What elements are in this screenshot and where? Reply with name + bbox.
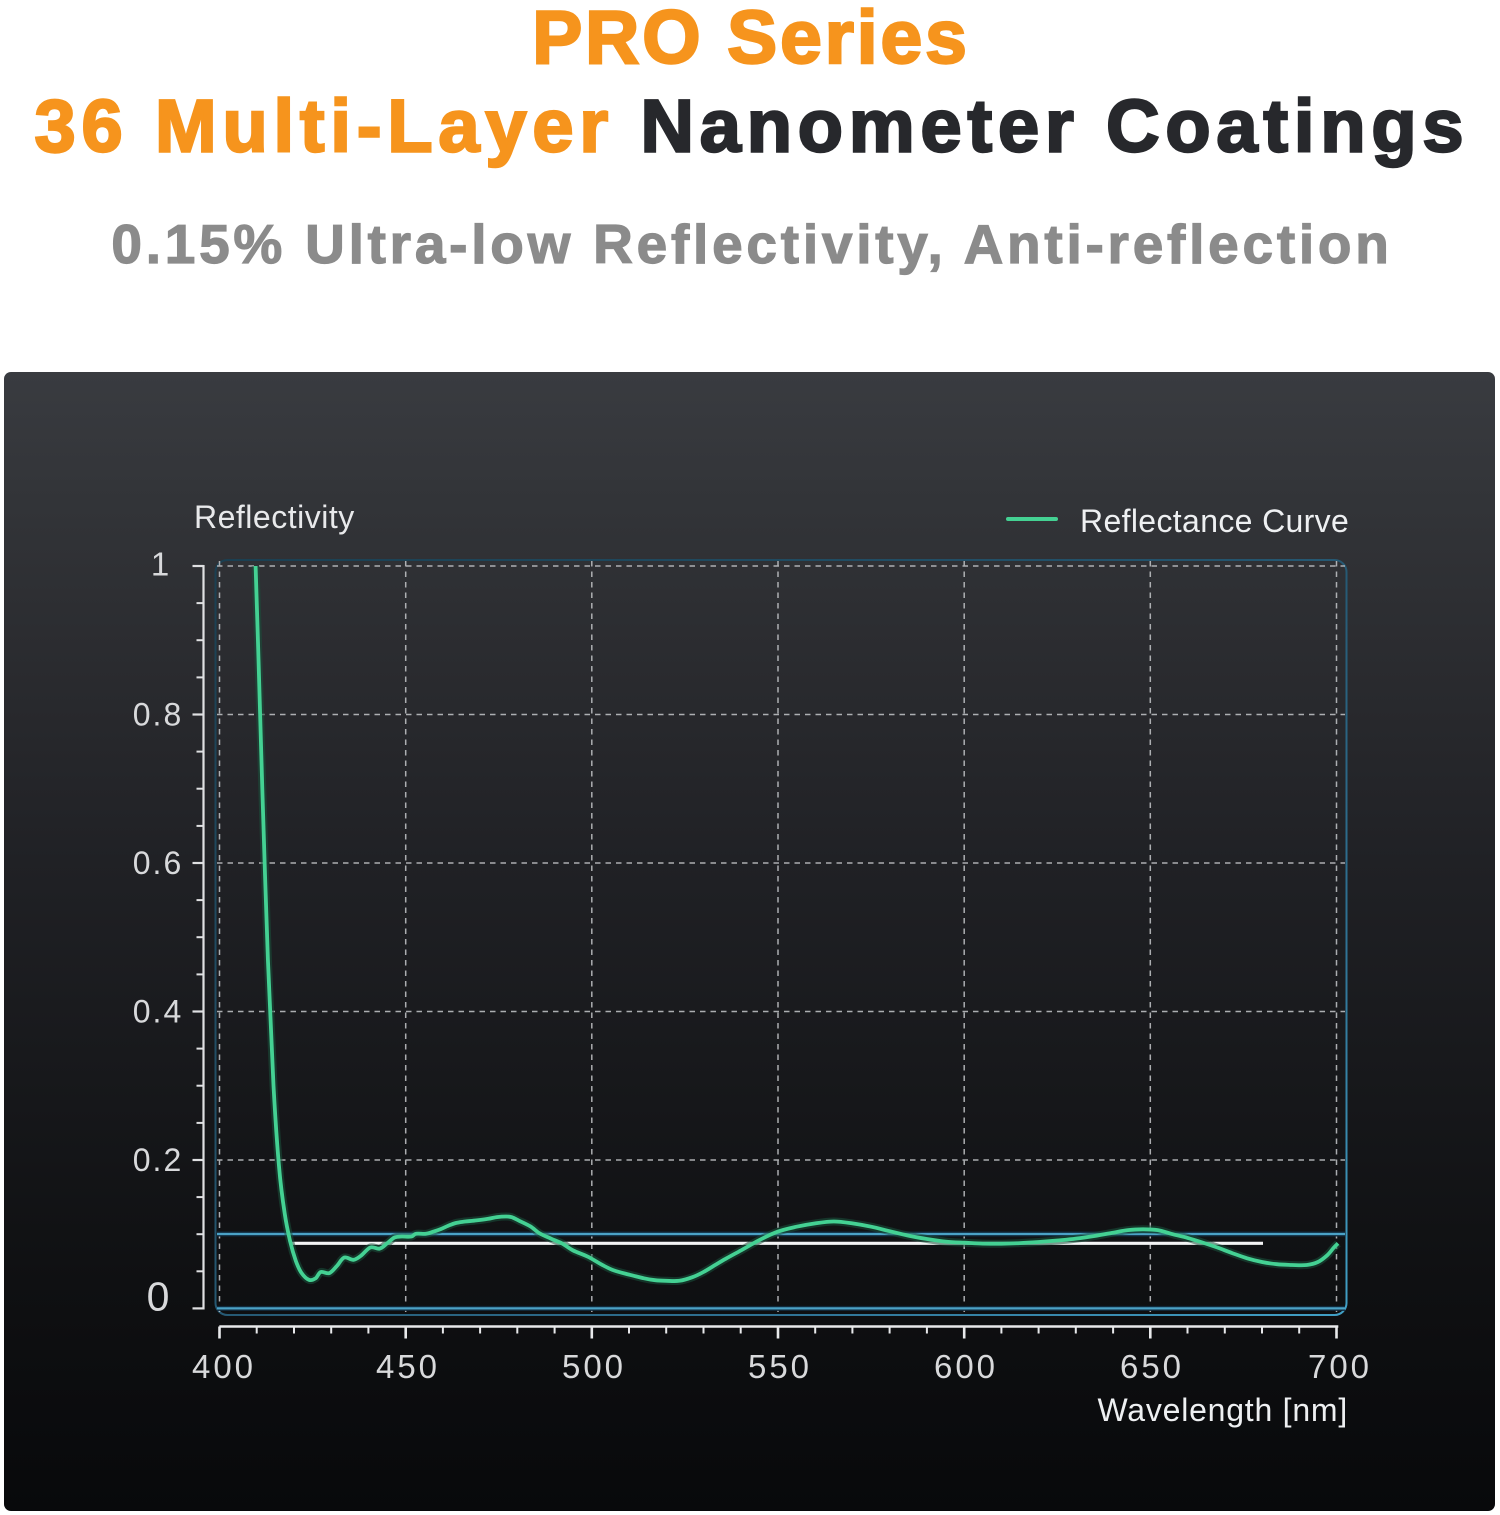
svg-text:36 Multi-Layer Nanometer Coati: 36 Multi-Layer Nanometer Coatings	[35, 85, 1470, 168]
svg-text:0.4: 0.4	[133, 994, 183, 1030]
svg-text:0.8: 0.8	[133, 697, 183, 733]
svg-text:Reflectance Curve: Reflectance Curve	[1080, 503, 1349, 539]
svg-text:0: 0	[147, 1274, 172, 1320]
svg-text:450: 450	[376, 1348, 440, 1385]
svg-text:Reflectivity: Reflectivity	[194, 499, 355, 535]
svg-text:Wavelength [nm]: Wavelength [nm]	[1098, 1392, 1348, 1428]
svg-text:0.15% Ultra-low Reflectivity,: 0.15% Ultra-low Reflectivity, Anti-refle…	[111, 213, 1392, 275]
svg-text:0.2: 0.2	[133, 1142, 183, 1178]
svg-text:0.6: 0.6	[133, 845, 183, 881]
svg-text:400: 400	[192, 1348, 256, 1385]
svg-text:700: 700	[1308, 1348, 1372, 1385]
svg-text:1: 1	[151, 546, 171, 583]
svg-text:500: 500	[562, 1348, 626, 1385]
svg-text:650: 650	[1120, 1348, 1184, 1385]
svg-text:550: 550	[748, 1348, 812, 1385]
svg-text:600: 600	[934, 1348, 998, 1385]
svg-text:PRO Series: PRO Series	[532, 0, 970, 79]
